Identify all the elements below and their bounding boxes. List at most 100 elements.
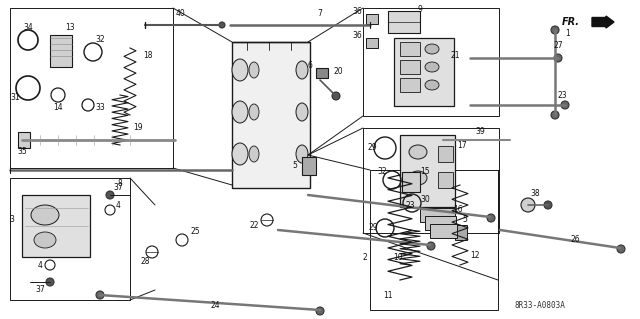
Text: 5: 5	[292, 160, 298, 169]
Ellipse shape	[34, 232, 56, 248]
Text: 37: 37	[35, 286, 45, 294]
Text: 28: 28	[140, 257, 150, 266]
Circle shape	[551, 111, 559, 119]
Bar	[22, 195, 90, 257]
Ellipse shape	[296, 61, 308, 79]
Ellipse shape	[249, 62, 259, 78]
Circle shape	[561, 101, 569, 109]
Bar	[363, 8, 499, 116]
Text: 4: 4	[38, 261, 42, 270]
Text: 8R33-A0803A: 8R33-A0803A	[515, 300, 565, 309]
Bar	[388, 11, 420, 33]
Ellipse shape	[425, 44, 439, 54]
Circle shape	[617, 245, 625, 253]
Ellipse shape	[296, 145, 308, 163]
Text: 32: 32	[377, 167, 387, 175]
Text: 16: 16	[453, 205, 463, 214]
Text: 24: 24	[210, 300, 220, 309]
Text: 34: 34	[23, 23, 33, 32]
Circle shape	[106, 191, 114, 199]
Ellipse shape	[232, 101, 248, 123]
Text: 9: 9	[417, 4, 422, 13]
Bar	[232, 42, 310, 188]
Text: 5: 5	[463, 216, 467, 225]
Text: 38: 38	[530, 189, 540, 198]
Text: 12: 12	[470, 250, 480, 259]
Ellipse shape	[31, 205, 59, 225]
Bar	[400, 42, 420, 56]
Ellipse shape	[249, 104, 259, 120]
Text: 21: 21	[451, 50, 460, 60]
Text: 14: 14	[53, 103, 63, 113]
Text: 19: 19	[133, 123, 143, 132]
Text: 11: 11	[383, 291, 393, 300]
Text: 32: 32	[95, 35, 105, 44]
Bar	[366, 38, 378, 48]
Text: 25: 25	[190, 227, 200, 236]
Ellipse shape	[409, 145, 427, 159]
Text: 23: 23	[557, 91, 567, 100]
Text: 1: 1	[566, 28, 570, 38]
Text: 4: 4	[116, 201, 120, 210]
Text: 2: 2	[363, 254, 367, 263]
FancyArrow shape	[592, 16, 614, 28]
Ellipse shape	[296, 103, 308, 121]
Bar	[402, 172, 420, 192]
Bar	[370, 170, 498, 310]
Circle shape	[427, 242, 435, 250]
Text: 30: 30	[420, 196, 430, 204]
Circle shape	[551, 26, 559, 34]
Text: 7: 7	[317, 9, 323, 18]
Ellipse shape	[249, 146, 259, 162]
Bar	[420, 208, 455, 222]
Circle shape	[332, 92, 340, 100]
Bar	[400, 135, 455, 207]
Bar	[400, 78, 420, 92]
Text: 31: 31	[10, 93, 20, 102]
Ellipse shape	[425, 62, 439, 72]
Bar	[394, 38, 454, 106]
Bar	[430, 224, 457, 238]
Bar	[10, 178, 130, 300]
Circle shape	[554, 54, 562, 62]
Ellipse shape	[232, 59, 248, 81]
Text: 36: 36	[352, 6, 362, 16]
Text: 37: 37	[113, 183, 123, 192]
Circle shape	[46, 278, 54, 286]
Text: 23: 23	[405, 202, 415, 211]
Bar	[50, 35, 72, 67]
Text: 29: 29	[368, 224, 378, 233]
Text: 15: 15	[420, 167, 430, 176]
Text: 27: 27	[553, 41, 563, 50]
Bar	[363, 128, 499, 233]
Bar	[10, 8, 173, 168]
Bar	[366, 14, 378, 24]
Bar	[455, 225, 467, 240]
Text: 40: 40	[175, 9, 185, 18]
Bar	[425, 216, 456, 230]
Text: 18: 18	[143, 50, 153, 60]
Bar	[438, 172, 453, 188]
Text: 10: 10	[393, 254, 403, 263]
Text: 29: 29	[367, 144, 377, 152]
Bar	[18, 132, 30, 148]
Bar	[302, 157, 316, 175]
Text: 20: 20	[333, 68, 343, 77]
Text: FR.: FR.	[562, 17, 580, 27]
Circle shape	[219, 22, 225, 28]
Text: 3: 3	[10, 216, 15, 225]
Circle shape	[96, 291, 104, 299]
Text: 22: 22	[249, 220, 259, 229]
Text: 26: 26	[570, 235, 580, 244]
Bar	[316, 68, 328, 78]
Text: 33: 33	[95, 103, 105, 113]
Text: 8: 8	[118, 179, 122, 188]
Text: 39: 39	[475, 128, 485, 137]
Circle shape	[316, 307, 324, 315]
Text: 6: 6	[308, 61, 312, 70]
Text: 13: 13	[65, 23, 75, 32]
Circle shape	[521, 198, 535, 212]
Circle shape	[487, 214, 495, 222]
Bar	[400, 60, 420, 74]
Bar	[438, 146, 453, 162]
